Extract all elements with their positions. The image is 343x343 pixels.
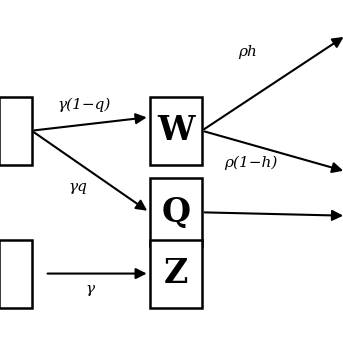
FancyBboxPatch shape — [150, 239, 202, 308]
FancyBboxPatch shape — [150, 97, 202, 165]
Text: Z: Z — [164, 257, 188, 290]
Text: Q: Q — [161, 196, 190, 229]
Text: γq: γq — [68, 180, 87, 194]
Text: W: W — [157, 114, 194, 147]
Text: γ: γ — [86, 282, 95, 296]
Text: ρ(1−h): ρ(1−h) — [224, 156, 278, 170]
FancyBboxPatch shape — [0, 97, 32, 165]
Text: ρh: ρh — [238, 45, 257, 59]
Text: γ(1−q): γ(1−q) — [57, 98, 111, 113]
FancyBboxPatch shape — [0, 239, 32, 308]
FancyBboxPatch shape — [150, 178, 202, 246]
